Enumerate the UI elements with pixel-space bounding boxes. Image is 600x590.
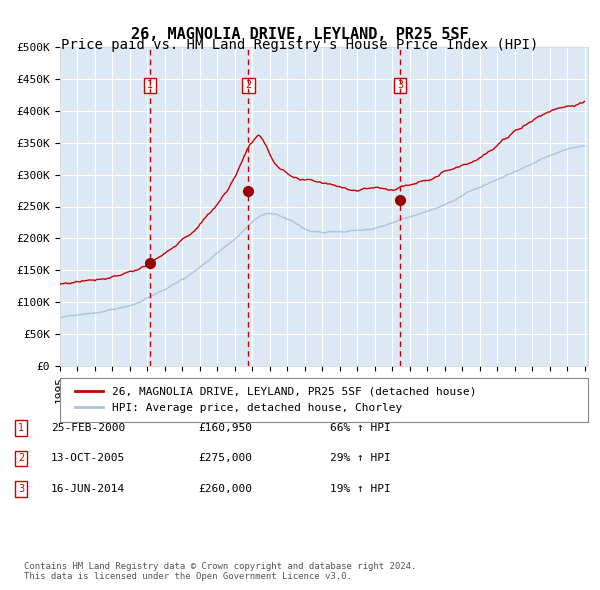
Text: 26, MAGNOLIA DRIVE, LEYLAND, PR25 5SF: 26, MAGNOLIA DRIVE, LEYLAND, PR25 5SF — [131, 27, 469, 41]
Text: 3: 3 — [18, 484, 24, 494]
Text: 3: 3 — [397, 80, 403, 90]
Text: 1: 1 — [18, 423, 24, 432]
Text: 16-JUN-2014: 16-JUN-2014 — [51, 484, 125, 494]
Text: 13-OCT-2005: 13-OCT-2005 — [51, 454, 125, 463]
Text: Contains HM Land Registry data © Crown copyright and database right 2024.
This d: Contains HM Land Registry data © Crown c… — [24, 562, 416, 581]
Text: Price paid vs. HM Land Registry's House Price Index (HPI): Price paid vs. HM Land Registry's House … — [61, 38, 539, 53]
Text: 25-FEB-2000: 25-FEB-2000 — [51, 423, 125, 432]
Text: 1: 1 — [147, 80, 153, 90]
Text: 29% ↑ HPI: 29% ↑ HPI — [330, 454, 391, 463]
Text: £260,000: £260,000 — [198, 484, 252, 494]
Text: £160,950: £160,950 — [198, 423, 252, 432]
Text: 66% ↑ HPI: 66% ↑ HPI — [330, 423, 391, 432]
Legend: 26, MAGNOLIA DRIVE, LEYLAND, PR25 5SF (detached house), HPI: Average price, deta: 26, MAGNOLIA DRIVE, LEYLAND, PR25 5SF (d… — [71, 382, 481, 417]
Text: 2: 2 — [18, 454, 24, 463]
Text: 2: 2 — [245, 80, 251, 90]
Text: £275,000: £275,000 — [198, 454, 252, 463]
Text: 19% ↑ HPI: 19% ↑ HPI — [330, 484, 391, 494]
